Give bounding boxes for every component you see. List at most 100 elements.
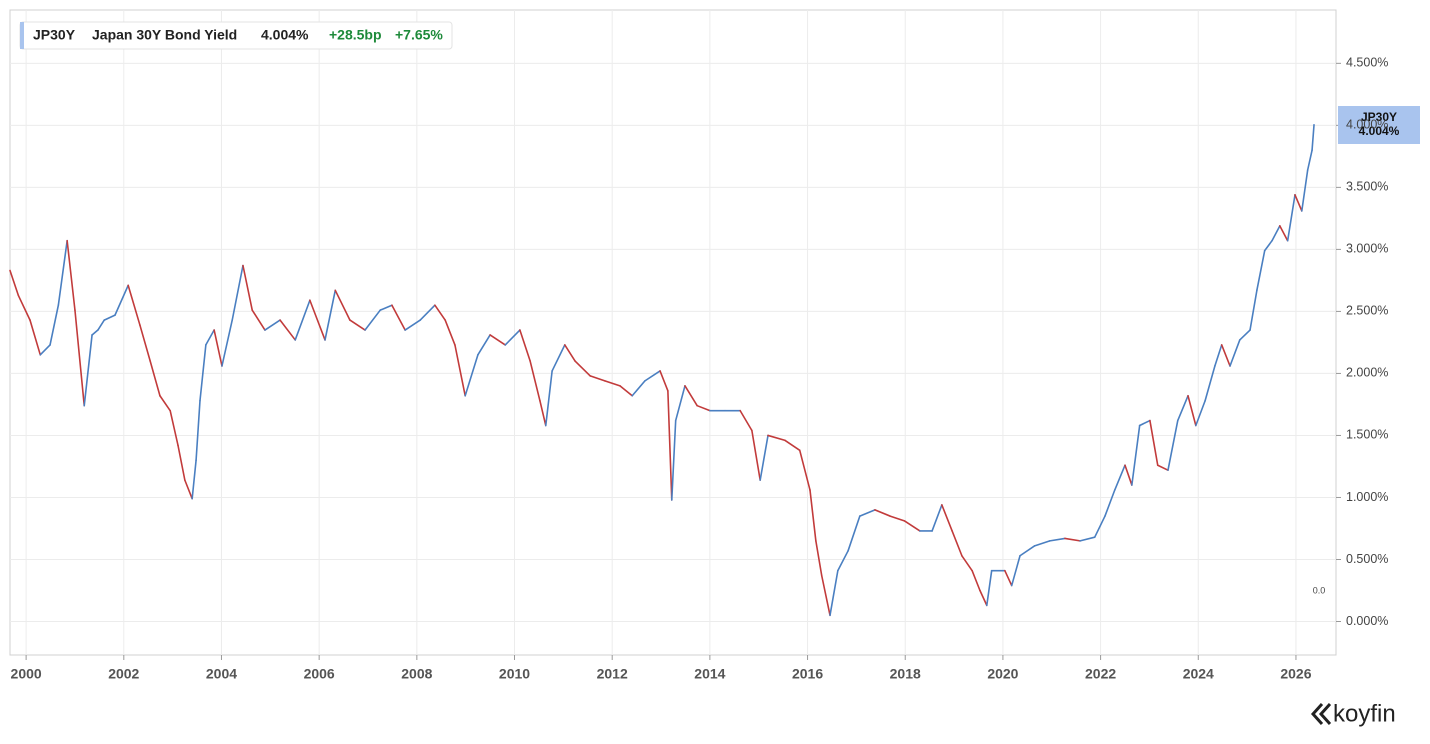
x-tick-label: 2026 [1280, 666, 1311, 682]
line-segment [57, 239, 68, 307]
line-segment [631, 380, 646, 397]
line-segment [1010, 554, 1021, 587]
line-segment [815, 540, 823, 577]
line-segment [1167, 419, 1179, 471]
line-segment [1286, 194, 1296, 242]
line-segment [251, 309, 266, 331]
line-segment [49, 304, 60, 346]
line-segment [39, 344, 51, 356]
y-tick-label: 2.000% [1346, 366, 1388, 380]
line-segment [83, 334, 93, 407]
line-segment [696, 404, 711, 412]
line-segment [1214, 344, 1223, 367]
line-segment [674, 385, 686, 422]
line-segment [1306, 149, 1313, 171]
x-tick-label: 2016 [792, 666, 823, 682]
line-segment [1301, 169, 1309, 212]
line-segment [759, 434, 769, 481]
y-tick-label: 4.000% [1346, 118, 1388, 132]
line-segment [809, 489, 817, 542]
y-tick-label: 2.500% [1346, 304, 1388, 318]
line-segment [1294, 194, 1303, 212]
x-tick-label: 2000 [11, 666, 42, 682]
axis-annotation: 0.0 [1313, 585, 1326, 595]
line-segment [159, 394, 171, 412]
line-segment [619, 385, 634, 397]
line-segment [739, 409, 753, 432]
line-segment [985, 569, 993, 607]
brand-icon [1310, 702, 1332, 726]
line-segment [309, 299, 326, 341]
legend-change-pct: +7.65% [395, 27, 443, 43]
line-segment [659, 370, 669, 392]
legend-value: 4.004% [261, 27, 309, 43]
line-segment [504, 329, 521, 346]
line-segment [1079, 536, 1096, 542]
line-segment [961, 554, 973, 572]
line-segment [859, 509, 876, 517]
line-segment [419, 304, 436, 321]
line-segment [751, 429, 761, 481]
x-tick-label: 2020 [987, 666, 1018, 682]
line-segment [829, 569, 839, 617]
line-segment [454, 344, 466, 397]
line-segment [551, 344, 566, 372]
price-line [9, 124, 1315, 617]
line-segment [1229, 339, 1241, 367]
line-segment [1004, 569, 1013, 587]
line-segment [1149, 419, 1159, 467]
y-tick-label: 0.000% [1346, 614, 1388, 628]
line-segment [544, 370, 553, 427]
line-segment [1064, 537, 1081, 542]
line-segment [349, 319, 366, 331]
line-segment [941, 504, 953, 532]
line-segment [1124, 464, 1133, 486]
line-segment [149, 360, 161, 397]
line-segment [29, 319, 42, 356]
line-segment [1249, 289, 1258, 331]
line-segment [434, 304, 446, 321]
line-segment [837, 550, 849, 572]
last-value-box [1338, 106, 1420, 144]
line-segment [364, 309, 382, 331]
line-segment [17, 294, 31, 321]
line-segment [242, 264, 254, 311]
line-segment [874, 509, 891, 517]
line-segment [489, 334, 507, 346]
last-value-symbol: JP30Y [1361, 110, 1397, 124]
x-tick-label: 2018 [890, 666, 921, 682]
line-segment [91, 329, 99, 336]
line-segment [127, 284, 141, 326]
line-segment [1156, 464, 1169, 471]
line-segment [444, 319, 456, 346]
line-segment [9, 269, 20, 297]
line-segment [1263, 239, 1273, 252]
line-segment [1048, 537, 1066, 542]
line-segment [139, 324, 151, 362]
line-segment [231, 264, 244, 321]
line-segment [213, 329, 223, 367]
line-segment [114, 284, 129, 316]
brand-logo: koyfin [1310, 700, 1396, 727]
line-segment [1138, 419, 1151, 427]
line-segment [1093, 515, 1106, 538]
line-segment [97, 319, 106, 331]
y-tick-label: 4.500% [1346, 56, 1388, 70]
line-segment [519, 329, 531, 362]
line-segment [604, 380, 621, 387]
last-value-label: 4.004% [1359, 124, 1400, 138]
line-segment [1256, 249, 1266, 292]
line-segment [820, 574, 831, 617]
line-segment [971, 569, 981, 592]
line-segment [379, 304, 393, 311]
x-tick-label: 2002 [108, 666, 139, 682]
line-segment [221, 319, 234, 367]
y-tick-label: 3.000% [1346, 242, 1388, 256]
line-segment [798, 449, 811, 491]
grid [10, 10, 1341, 660]
line-segment [767, 434, 786, 442]
line-segment [324, 289, 337, 341]
y-tick-label: 1.500% [1346, 428, 1388, 442]
legend-name: Japan 30Y Bond Yield [92, 27, 237, 43]
